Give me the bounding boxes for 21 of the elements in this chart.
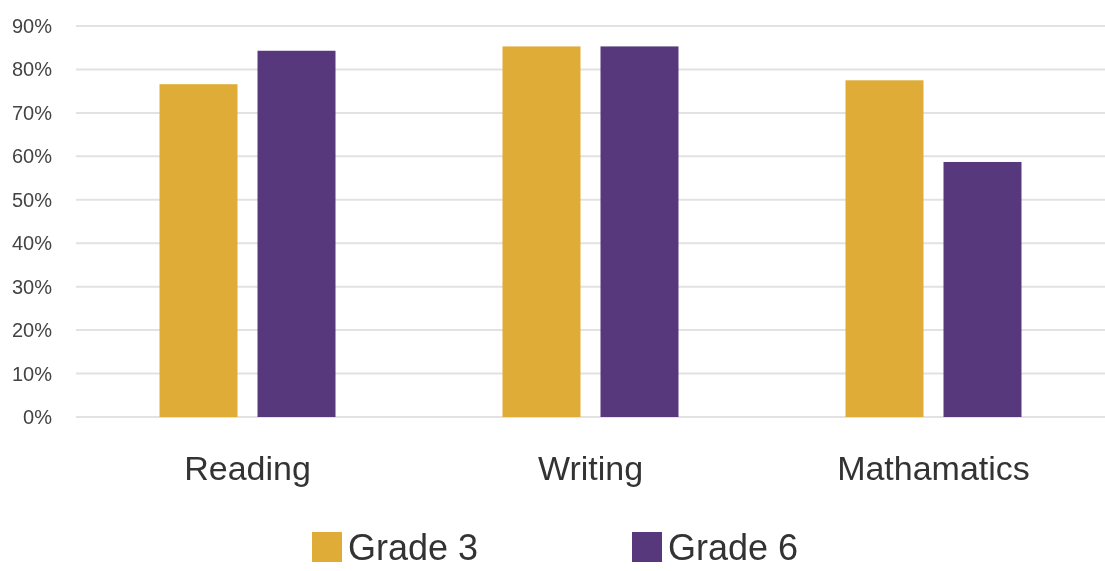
y-tick-label: 30% [11, 275, 53, 298]
bar [600, 46, 679, 417]
y-tick-label: 70% [11, 101, 53, 124]
x-tick-label: Writing [537, 449, 644, 487]
bar [257, 50, 336, 417]
legend-label: Grade 6 [668, 526, 799, 568]
legend-label: Grade 3 [348, 526, 479, 568]
y-tick-label: 50% [11, 188, 53, 211]
y-tick-label: 0% [23, 406, 53, 428]
bar [502, 46, 581, 417]
bar [159, 84, 238, 417]
y-tick-label: 90% [11, 15, 53, 37]
y-tick-label: 80% [11, 58, 53, 81]
x-tick-label: Reading [184, 449, 311, 487]
y-tick-label: 40% [11, 232, 53, 255]
bar [943, 161, 1022, 417]
y-tick-label: 20% [11, 319, 53, 342]
bar [845, 80, 924, 417]
y-tick-label: 10% [11, 362, 53, 385]
y-tick-label: 60% [11, 145, 53, 168]
x-tick-label: Mathamatics [837, 449, 1030, 487]
